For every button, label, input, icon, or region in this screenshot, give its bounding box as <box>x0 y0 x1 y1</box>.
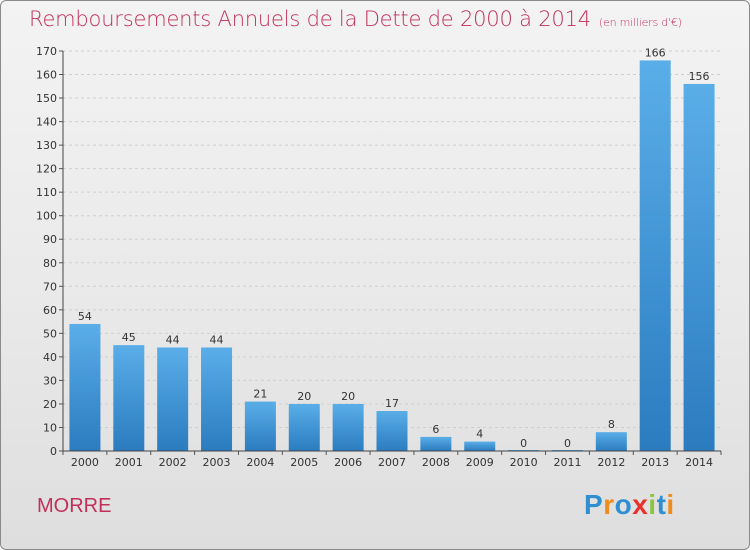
x-tick-label: 2009 <box>466 456 494 469</box>
bar-2001 <box>113 345 145 451</box>
y-tick-label: 110 <box>36 186 57 199</box>
data-label-2005: 20 <box>297 390 311 403</box>
data-labels: 54 45 44 44 21 20 20 17 6 4 0 0 8 166 156 <box>78 46 710 450</box>
y-tick-label: 120 <box>36 163 57 176</box>
bar-2013 <box>639 60 671 451</box>
y-tick-label: 170 <box>36 45 57 58</box>
data-label-2003: 44 <box>210 333 224 346</box>
data-label-2006: 20 <box>341 390 355 403</box>
y-tick-label: 130 <box>36 139 57 152</box>
x-tick-label: 2007 <box>378 456 406 469</box>
x-tick-label: 2005 <box>290 456 318 469</box>
x-tick-label: 2012 <box>597 456 625 469</box>
data-label-2013: 166 <box>645 46 666 59</box>
x-tick-label: 2006 <box>334 456 362 469</box>
logo-letter: P <box>584 489 604 520</box>
commune-name: MORRE <box>37 495 112 517</box>
bar-2008 <box>420 436 452 451</box>
bar-2007 <box>376 411 408 451</box>
data-label-2008: 6 <box>432 423 439 436</box>
logo-letter: x <box>632 489 649 520</box>
chart-title-text: Remboursements Annuels de la Dette de 20… <box>29 7 591 31</box>
logo-letter: i <box>648 489 657 520</box>
data-label-2012: 8 <box>608 418 615 431</box>
data-label-2007: 17 <box>385 397 399 410</box>
y-tick-label: 50 <box>43 327 57 340</box>
bar-2014 <box>683 83 715 452</box>
bar-2006 <box>332 403 364 451</box>
data-label-2001: 45 <box>122 331 136 344</box>
bar-2012 <box>595 432 627 451</box>
x-tick-label: 2000 <box>71 456 99 469</box>
bar-2004 <box>244 401 276 451</box>
x-tick-label: 2008 <box>422 456 450 469</box>
y-tick-label: 150 <box>36 92 57 105</box>
bars <box>69 60 715 452</box>
logo-letter: t <box>656 489 667 520</box>
y-tick-label: 60 <box>43 304 57 317</box>
chart-subtitle: (en milliers d'€) <box>598 16 682 29</box>
proxiti-logo: Proxiti <box>584 489 675 521</box>
data-label-2004: 21 <box>253 388 267 401</box>
x-tick-label: 2014 <box>685 456 713 469</box>
y-tick-label: 90 <box>43 233 57 246</box>
x-tick-label: 2002 <box>159 456 187 469</box>
data-label-2010: 0 <box>520 437 527 450</box>
y-tick-label: 20 <box>43 398 57 411</box>
x-tick-label: 2013 <box>641 456 669 469</box>
y-tick-label: 40 <box>43 351 57 364</box>
data-label-2011: 0 <box>564 437 571 450</box>
x-axis-ticks: 2000 2001 2002 2003 2004 2005 2006 2007 2008 2009… <box>62 451 722 469</box>
x-tick-label: 2011 <box>553 456 581 469</box>
y-tick-label: 10 <box>43 421 57 434</box>
bar-2009 <box>464 441 496 451</box>
chart-title: Remboursements Annuels de la Dette de 20… <box>29 7 682 31</box>
x-tick-label: 2004 <box>246 456 274 469</box>
data-label-2000: 54 <box>78 310 92 323</box>
y-tick-label: 0 <box>50 445 57 458</box>
y-tick-label: 70 <box>43 280 57 293</box>
bar-2003 <box>201 347 233 451</box>
y-tick-label: 140 <box>36 116 57 129</box>
data-label-2014: 156 <box>689 70 710 83</box>
logo-letter: o <box>614 489 633 520</box>
bar-2005 <box>288 403 320 451</box>
x-tick-label: 2001 <box>115 456 143 469</box>
y-tick-label: 30 <box>43 374 57 387</box>
bar-2000 <box>69 323 101 451</box>
y-tick-label: 80 <box>43 257 57 270</box>
y-axis-ticks: 0 10 20 30 40 50 60 70 80 90 100 110 120 130 140 150 160… <box>36 45 63 458</box>
data-label-2009: 4 <box>476 428 483 441</box>
y-tick-label: 160 <box>36 69 57 82</box>
bar-2002 <box>157 347 189 451</box>
logo-letter: i <box>666 489 675 520</box>
x-tick-label: 2003 <box>203 456 231 469</box>
data-label-2002: 44 <box>166 333 180 346</box>
x-tick-label: 2010 <box>510 456 538 469</box>
y-tick-label: 100 <box>36 210 57 223</box>
logo-letter: r <box>603 489 615 520</box>
